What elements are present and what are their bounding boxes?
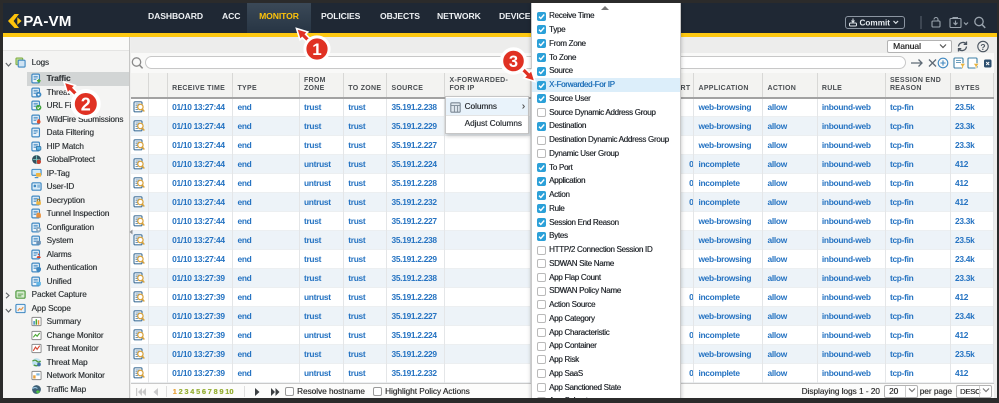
svg-text:PA-VM: PA-VM	[23, 13, 71, 30]
svg-text:?: ?	[980, 42, 985, 52]
svg-text:Commit: Commit	[860, 19, 891, 28]
